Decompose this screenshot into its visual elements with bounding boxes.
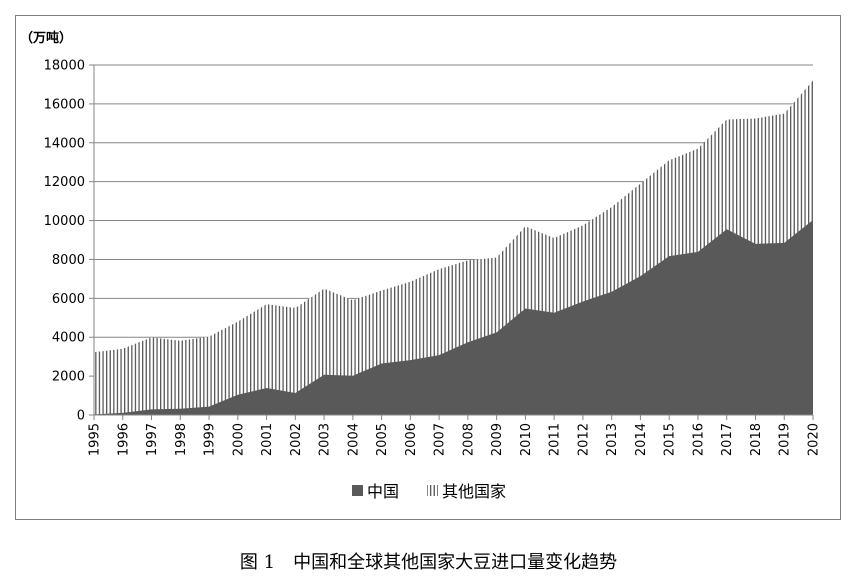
legend-label-other-countries: 其他国家 <box>442 482 506 501</box>
y-tick-label: 4000 <box>52 331 85 346</box>
y-tick-label: 16000 <box>44 97 85 112</box>
x-tick-label: 2009 <box>490 423 505 456</box>
x-tick-label: 2000 <box>231 423 246 456</box>
y-tick-label: 8000 <box>52 253 85 268</box>
legend-swatch-other-countries <box>427 485 438 496</box>
legend-swatch-china <box>352 485 363 496</box>
y-tick-label: 0 <box>77 409 85 424</box>
x-tick-label: 2012 <box>576 423 591 456</box>
x-tick-label: 2003 <box>318 423 333 456</box>
x-tick-label: 1998 <box>174 423 189 456</box>
x-tick-label: 2017 <box>720 423 735 456</box>
x-tick-label: 2019 <box>778 423 793 456</box>
x-tick-label: 1997 <box>145 423 160 456</box>
legend-label-china: 中国 <box>367 482 399 501</box>
figure-caption: 图 1 中国和全球其他国家大豆进口量变化趋势 <box>239 552 618 573</box>
x-tick-label: 2004 <box>346 423 361 456</box>
area-layer <box>94 80 813 416</box>
x-tick-label: 2020 <box>807 423 822 456</box>
series-area-china <box>94 219 813 415</box>
x-tick-label: 2005 <box>375 423 390 456</box>
y-tick-label: 10000 <box>44 214 85 229</box>
x-tick-label: 2010 <box>519 423 534 456</box>
x-tick-label: 1999 <box>203 423 218 456</box>
x-tick-label: 2001 <box>260 423 275 456</box>
legend: 中国 其他国家 <box>352 482 506 501</box>
y-unit-label: （万吨） <box>20 30 72 46</box>
x-tick-label: 2011 <box>548 423 563 456</box>
x-tick-label: 1996 <box>116 423 131 456</box>
chart-frame: 0 2000 4000 6000 8000 10000 12000 14000 16000 180… <box>15 15 841 520</box>
axis-layer: 0 2000 4000 6000 8000 10000 12000 14000 16000 180… <box>44 59 822 457</box>
x-tick-label: 2002 <box>289 423 304 456</box>
y-tick-label: 14000 <box>44 136 85 151</box>
x-tick-label: 2016 <box>691 423 706 456</box>
chart-svg: 0 2000 4000 6000 8000 10000 12000 14000 16000 180… <box>20 30 822 501</box>
x-tick-label: 2006 <box>404 423 419 456</box>
x-tick-label: 1995 <box>88 423 103 456</box>
x-tick-label: 2014 <box>634 423 649 456</box>
x-tick-label: 2018 <box>749 423 764 456</box>
x-tick-label: 2015 <box>663 423 678 456</box>
y-tick-label: 12000 <box>44 175 85 190</box>
y-tick-label: 6000 <box>52 292 85 307</box>
y-tick-label: 2000 <box>52 370 85 385</box>
x-tick-label: 2007 <box>433 423 448 456</box>
x-tick-label: 2008 <box>461 423 476 456</box>
x-tick-label: 2013 <box>605 423 620 456</box>
y-tick-label: 18000 <box>44 59 85 74</box>
